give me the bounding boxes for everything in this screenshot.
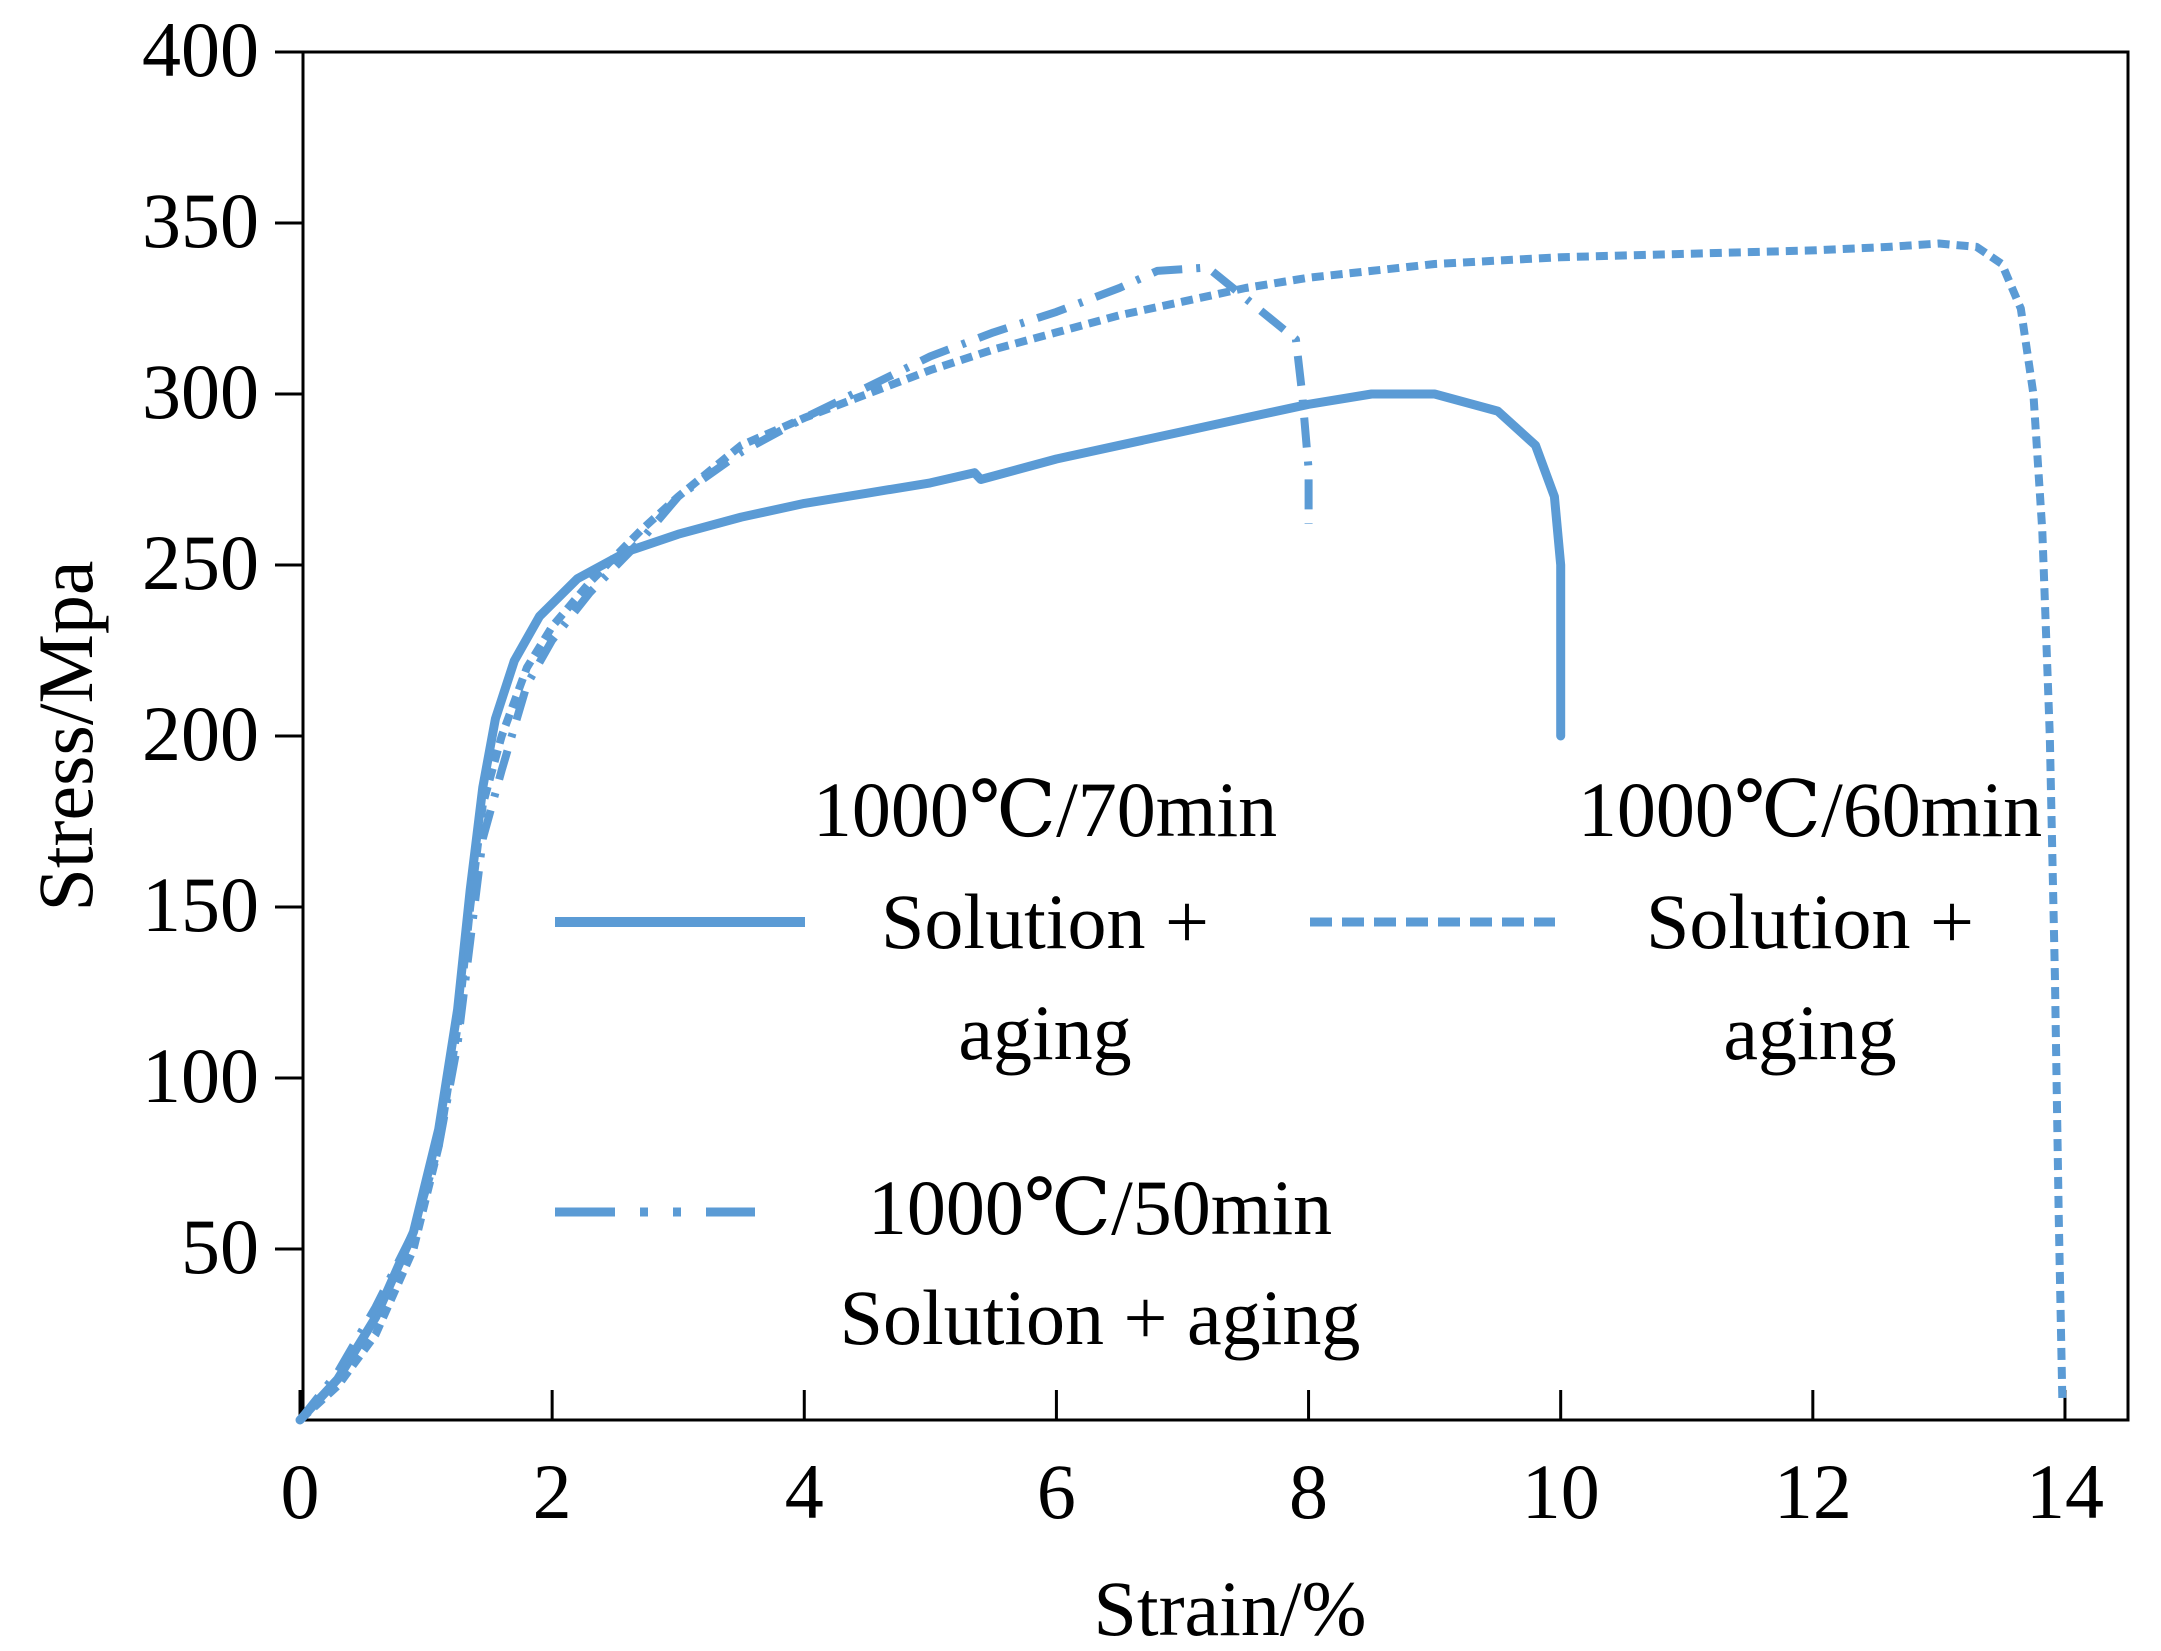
x-axis-ticks: 0 2 4 6 8 10 12 14 — [281, 1390, 2104, 1535]
y-axis-ticks: 50 100 150 200 250 300 350 400 — [142, 6, 303, 1290]
x-tick-label: 0 — [281, 1448, 320, 1535]
x-tick-label: 4 — [785, 1448, 824, 1535]
y-tick-label: 350 — [142, 177, 259, 264]
legend-label-2: 1000℃/60min — [1578, 766, 2042, 853]
legend-label-3: 1000℃/50min — [868, 1164, 1332, 1251]
y-tick-label: 50 — [181, 1203, 259, 1290]
x-tick-label: 6 — [1037, 1448, 1076, 1535]
x-tick-label: 2 — [533, 1448, 572, 1535]
y-axis-label: Stress/Mpa — [22, 561, 109, 912]
y-tick-label: 200 — [142, 690, 259, 777]
legend-label-1: 1000℃/70min — [813, 766, 1277, 853]
x-axis-label: Strain/% — [1094, 1565, 1367, 1651]
legend-label-1: aging — [958, 989, 1131, 1076]
y-tick-label: 100 — [142, 1032, 259, 1119]
x-tick-label: 14 — [2026, 1448, 2104, 1535]
y-tick-label: 150 — [142, 861, 259, 948]
y-tick-label: 250 — [142, 519, 259, 606]
y-tick-label: 400 — [142, 6, 259, 93]
x-tick-label: 8 — [1289, 1448, 1328, 1535]
legend-label-1: Solution + — [881, 878, 1209, 965]
legend-label-2: aging — [1723, 989, 1896, 1076]
legend: 1000℃/70min Solution + aging 1000℃/60min Sol… — [555, 766, 2042, 1361]
y-tick-label: 300 — [142, 348, 259, 435]
series-line-1 — [295, 389, 1566, 1425]
x-tick-label: 10 — [1522, 1448, 1600, 1535]
legend-label-2: Solution + — [1646, 878, 1974, 965]
legend-label-3: Solution + aging — [840, 1274, 1361, 1361]
series-layer — [295, 239, 2067, 1425]
x-tick-label: 12 — [1774, 1448, 1852, 1535]
